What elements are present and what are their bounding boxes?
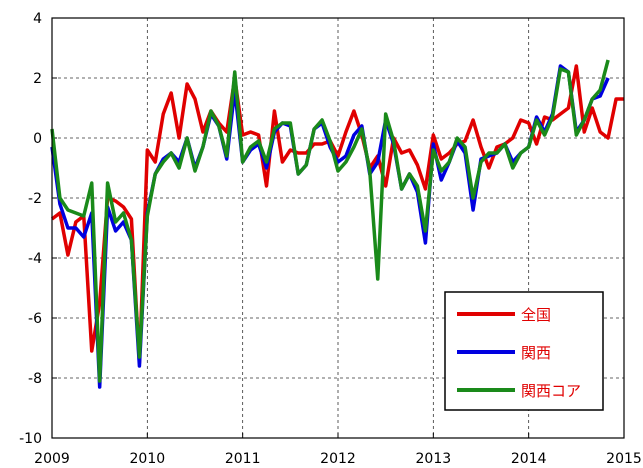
y-tick-label: -8 — [28, 371, 42, 387]
plot-frame — [51, 17, 625, 439]
x-tick-label: 2015 — [606, 451, 642, 467]
series-line — [50, 59, 610, 383]
x-tick-label: 2010 — [130, 451, 166, 467]
x-tick-label: 2011 — [225, 451, 261, 467]
series-line — [50, 64, 624, 365]
x-tick-label: 2013 — [416, 451, 452, 467]
legend-label: 全国 — [521, 306, 551, 324]
legend-label: 関西コア — [521, 382, 581, 400]
y-tick-label: 4 — [33, 11, 42, 27]
x-tick-label: 2009 — [34, 451, 70, 467]
x-tick-label: 2012 — [320, 451, 356, 467]
y-tick-label: -2 — [28, 191, 42, 207]
y-tick-label: 0 — [33, 131, 42, 147]
y-tick-label: -6 — [28, 311, 42, 327]
legend-label: 関西 — [521, 344, 551, 362]
y-tick-label: -4 — [28, 251, 42, 267]
y-tick-label: 2 — [33, 71, 42, 87]
x-tick-label: 2014 — [511, 451, 547, 467]
y-tick-label: -10 — [19, 431, 42, 447]
